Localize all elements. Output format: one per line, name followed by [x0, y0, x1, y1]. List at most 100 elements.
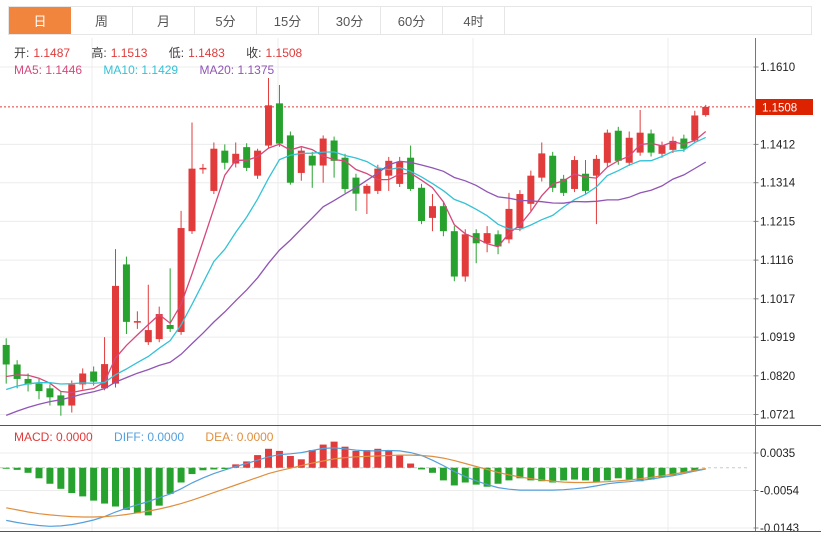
- candle-body: [101, 364, 109, 389]
- price-tick-label: 1.0820: [760, 371, 795, 383]
- candle-body: [155, 314, 163, 340]
- ma10-line: [6, 136, 706, 391]
- ma20-line: [5, 160, 707, 417]
- macd-histogram-bar: [625, 467, 633, 480]
- price-tick-label: 1.0721: [760, 410, 795, 422]
- macd-histogram-bar: [396, 455, 404, 468]
- tab-5min[interactable]: 5分: [195, 7, 257, 34]
- candle-body: [79, 373, 87, 385]
- tab-60min[interactable]: 60分: [381, 7, 443, 34]
- macd-histogram-bar: [308, 450, 316, 468]
- candle-body: [418, 187, 426, 222]
- macd-histogram-bar: [57, 467, 65, 489]
- candle-body: [505, 208, 513, 240]
- candle-body: [46, 388, 54, 398]
- price-tick-label: 1.1610: [760, 62, 795, 74]
- macd-histogram-bar: [330, 441, 338, 468]
- macd-histogram-bar: [188, 467, 196, 475]
- macd-histogram-bar: [90, 467, 98, 501]
- candle-body: [428, 206, 436, 218]
- tab-day[interactable]: 日: [9, 7, 71, 34]
- macd-histogram-bar: [538, 467, 546, 482]
- macd-histogram-bar: [603, 467, 611, 481]
- candle-body: [691, 115, 699, 141]
- tab-month[interactable]: 月: [133, 7, 195, 34]
- candle-body: [461, 234, 469, 277]
- candle-body: [636, 132, 644, 153]
- candle-body: [450, 231, 458, 277]
- macd-histogram-bar: [133, 467, 141, 514]
- candle-body: [527, 175, 535, 204]
- macd-histogram-bar: [155, 467, 163, 506]
- macd-histogram-bar: [275, 450, 283, 468]
- candle-body: [112, 285, 119, 384]
- candle-body: [254, 150, 262, 176]
- macd-histogram-bar: [122, 467, 130, 510]
- candle-body: [24, 378, 32, 385]
- macd-histogram-bar: [581, 467, 589, 481]
- macd-histogram-bar: [297, 459, 305, 468]
- macd-histogram-bar: [461, 467, 469, 483]
- candle-body: [232, 153, 240, 164]
- period-tabbar: 日 周 月 5分 15分 30分 60分 4时: [8, 6, 812, 35]
- candle-body: [297, 150, 305, 173]
- tab-week[interactable]: 周: [71, 7, 133, 34]
- macd-histogram-bar: [658, 467, 666, 478]
- macd-histogram-bar: [527, 467, 535, 481]
- candle-body: [144, 330, 152, 343]
- tab-4hour[interactable]: 4时: [443, 7, 505, 34]
- macd-histogram-bar: [428, 467, 436, 473]
- macd-tick-label: -0.0054: [760, 486, 800, 498]
- candle-body: [57, 395, 65, 406]
- candle-body: [396, 161, 404, 184]
- tab-15min[interactable]: 15分: [257, 7, 319, 34]
- macd-histogram-bar: [669, 467, 677, 476]
- candle-body: [669, 140, 677, 150]
- macd-histogram-bar: [265, 448, 273, 468]
- macd-histogram-bar: [636, 467, 644, 482]
- macd-histogram-bar: [68, 467, 76, 494]
- macd-histogram-bar: [221, 467, 229, 470]
- dea-line: [6, 454, 706, 518]
- candle-body: [516, 194, 524, 229]
- macd-histogram-bar: [352, 450, 360, 468]
- price-tick-label: 1.1314: [760, 178, 796, 190]
- candle-body: [581, 173, 589, 191]
- candle-body: [439, 206, 447, 232]
- price-tick-label: 1.0919: [760, 332, 795, 344]
- macd-histogram-bar: [363, 450, 371, 468]
- macd-histogram-bar: [647, 467, 655, 480]
- macd-histogram-bar: [243, 461, 251, 468]
- candle-body: [221, 150, 229, 163]
- macd-histogram-bar: [450, 467, 458, 486]
- macd-histogram-bar: [374, 448, 382, 468]
- macd-histogram-bar: [549, 467, 557, 483]
- candle-body: [166, 325, 174, 329]
- candle-body: [275, 103, 283, 144]
- macd-histogram-bar: [199, 467, 207, 471]
- diff-line: [6, 447, 706, 527]
- macd-histogram-bar: [680, 467, 688, 473]
- candle-body: [603, 132, 611, 163]
- macd-histogram-bar: [46, 467, 54, 484]
- macd-histogram-bar: [472, 467, 480, 485]
- macd-histogram-bar: [571, 467, 579, 480]
- macd-tick-label: 0.0035: [760, 448, 795, 460]
- macd-histogram-bar: [407, 463, 415, 468]
- macd-histogram-bar: [254, 455, 262, 468]
- candle-body: [494, 234, 502, 247]
- candle-body: [352, 177, 360, 194]
- macd-histogram-bar: [483, 467, 491, 487]
- candle-body: [90, 371, 98, 382]
- tab-30min[interactable]: 30分: [319, 7, 381, 34]
- macd-histogram-bar: [35, 467, 43, 479]
- candle-body: [35, 383, 43, 392]
- candle-body: [210, 148, 218, 191]
- macd-histogram-bar: [101, 467, 109, 504]
- macd-histogram-bar: [592, 467, 600, 483]
- price-tick-label: 1.1116: [760, 255, 793, 267]
- candle-body: [122, 264, 130, 322]
- macd-histogram-bar: [112, 467, 119, 507]
